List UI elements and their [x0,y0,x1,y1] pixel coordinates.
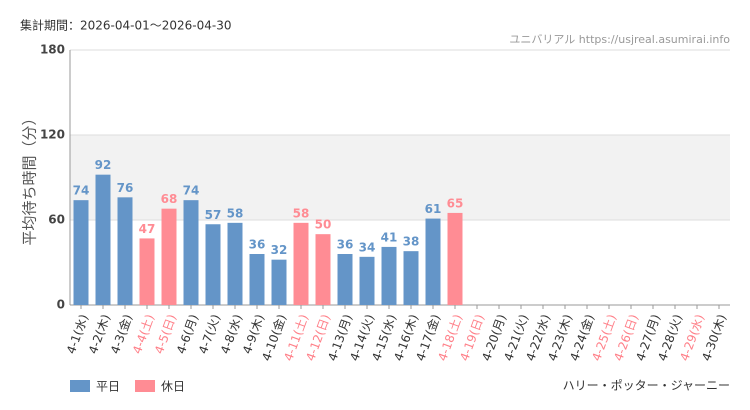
bar [161,208,177,305]
value-label: 47 [139,222,156,236]
y-tick-label: 120 [40,128,65,142]
legend-label: 平日 [96,380,120,394]
bar [359,256,375,305]
value-label: 57 [205,208,222,222]
value-label: 50 [315,218,332,232]
footer: ハリー・ポッター・ジャーニー [563,379,730,393]
bar [315,234,331,305]
legend-label: 休日 [161,380,185,394]
bar [425,218,441,305]
value-label: 34 [359,240,376,254]
bar [139,238,155,305]
value-label: 76 [117,181,134,195]
value-label: 74 [183,184,200,198]
y-tick-label: 0 [57,298,65,312]
bar [249,254,265,305]
legend-swatch [135,380,155,392]
bar [447,212,463,305]
bar [271,259,287,305]
bar [381,246,397,305]
value-label: 65 [447,196,464,210]
bar [227,222,243,305]
subtitle: 集計期間：2026-04-01～2026-04-30 [20,18,231,33]
value-label: 32 [271,243,288,257]
legend-swatch [70,380,90,392]
value-label: 38 [403,235,420,249]
value-label: 58 [293,206,310,220]
y-axis-label: 平均待ち時間（分） [21,110,39,245]
shaded-band [70,135,730,220]
bar [95,174,111,305]
bar [403,251,419,305]
bar [117,197,133,305]
y-tick-label: 60 [48,213,65,227]
value-label: 61 [425,202,442,216]
bar [337,254,353,305]
value-label: 74 [73,184,90,198]
bar [73,200,89,305]
value-label: 36 [337,238,354,252]
bar [183,200,199,305]
source: ユニバリアル https://usjreal.asumirai.info [509,33,730,46]
value-label: 41 [381,230,398,244]
value-label: 58 [227,206,244,220]
y-tick-label: 180 [40,43,65,57]
value-label: 36 [249,238,266,252]
bar [293,222,309,305]
bar [205,224,221,305]
value-label: 92 [95,158,112,172]
value-label: 68 [161,192,178,206]
